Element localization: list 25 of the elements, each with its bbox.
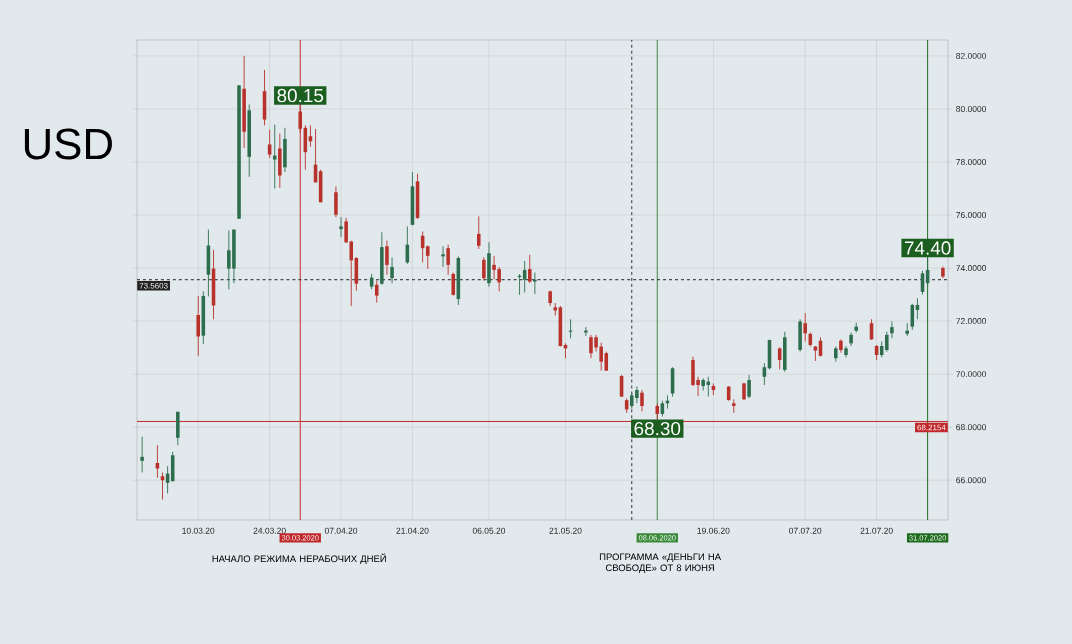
candlestick xyxy=(732,398,736,414)
y-tick-label: 66.0000 xyxy=(956,477,987,484)
x-tick-label: 24.03.20 xyxy=(253,527,286,534)
text: USD xyxy=(24,128,112,160)
y-tick-label: 78.0000 xyxy=(956,158,987,165)
x-tick-label: 19.06.20 xyxy=(697,527,730,534)
text: ПРОГРАММА «ДЕНЬГИ НА СВОБОДЕ» ОТ 8 ИЮНЯ xyxy=(599,553,722,573)
y-tick-label: 70.0000 xyxy=(956,371,987,378)
x-tick-label: 07.04.20 xyxy=(324,527,358,534)
x-tick-label: 21.05.20 xyxy=(549,527,582,534)
y-tick-label: 68.0000 xyxy=(956,424,987,431)
annotation: 68.30 xyxy=(634,421,681,436)
y-tick-label: 80.0000 xyxy=(956,105,987,112)
x-tick-label: 10.03.20 xyxy=(182,527,215,534)
x-tick-label: 21.07.20 xyxy=(860,527,893,534)
annotation: 80.15 xyxy=(277,88,324,103)
text: НАЧАЛО РЕЖИМА НЕРАБОЧИХ ДНЕЙ xyxy=(212,553,386,564)
x-tick-label: 21.04.20 xyxy=(396,527,429,534)
y-tick-label: 76.0000 xyxy=(956,212,987,218)
x-tick-label: 07.07.20 xyxy=(789,527,822,534)
y-tick-label: 74.0000 xyxy=(956,265,987,272)
annotation: 74.40 xyxy=(904,241,951,255)
y-tick-label: 82.0000 xyxy=(956,52,987,59)
x-tick-label: 06.05.20 xyxy=(472,527,506,534)
y-tick-label: 72.0000 xyxy=(956,318,987,325)
